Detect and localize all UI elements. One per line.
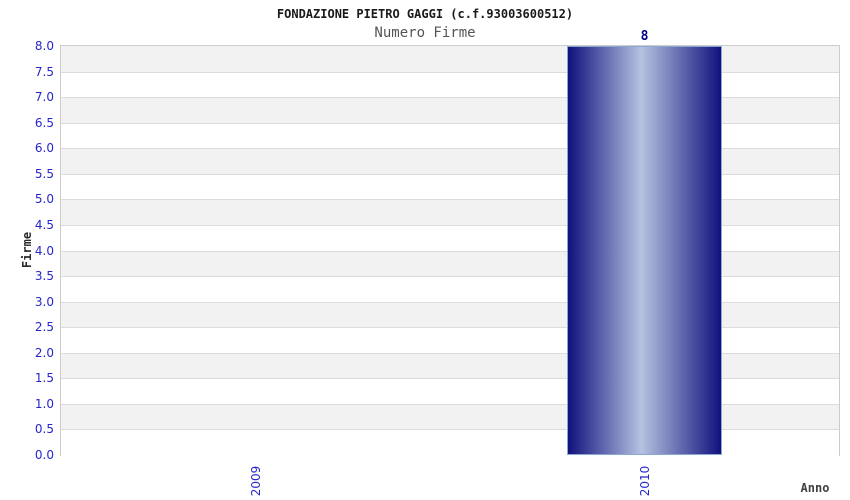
y-tick-label: 8.0 [34,39,54,53]
y-tick-label: 7.0 [34,90,54,105]
y-tick-label: 3.5 [34,269,54,284]
grid-band [61,199,839,226]
chart-subtitle: Numero Firme [374,25,476,41]
grid-band [61,173,839,200]
grid-band [61,224,839,251]
gridline [61,250,839,252]
grid-band [61,352,839,379]
grid-band [61,148,839,175]
x-tick-label-2009: 2009 [248,465,263,497]
chart-title: FONDAZIONE PIETRO GAGGI (c.f.93003600512… [276,7,574,21]
y-axis-title: Firme [20,231,34,269]
y-tick-label: 4.5 [34,217,54,232]
grid-band [61,71,839,98]
y-tick-label: 1.5 [34,371,54,386]
gridline [61,71,839,73]
grid-band [61,327,839,354]
grid-band [61,250,839,277]
y-tick-label: 2.0 [34,345,54,360]
gridline [61,403,839,405]
gridline [61,122,839,124]
y-tick-label: 1.0 [34,396,54,411]
plot-area [60,45,840,456]
x-tick-label-2010: 2010 [637,465,652,497]
grid-band [61,301,839,328]
gridline [61,148,839,150]
grid-band [61,97,839,124]
grid-band [61,378,839,405]
gridline [61,199,839,201]
gridline [61,378,839,380]
grid-band [61,276,839,303]
grid-band [61,429,839,456]
gridline [61,97,839,99]
gridline [61,173,839,175]
gridline [61,276,839,278]
y-tick-label: 5.5 [34,166,54,181]
y-tick-label: 6.0 [34,141,54,156]
gridline [61,301,839,303]
grid-band [61,46,839,73]
y-tick-label: 0.0 [34,448,54,462]
y-tick-label: 3.0 [34,294,54,309]
grid-band [61,403,839,430]
bar-value-label: 8 [640,29,649,44]
gridline [61,352,839,354]
gridline [61,224,839,226]
y-tick-label: 0.5 [34,422,54,437]
grid-band [61,122,839,149]
y-tick-label: 7.5 [34,64,54,79]
bar-2010 [566,46,723,455]
y-tick-label: 2.5 [34,320,54,335]
y-tick-label: 5.0 [34,192,54,207]
y-tick-label: 6.5 [34,115,54,130]
gridline [61,327,839,329]
gridline [61,429,839,431]
x-axis-title: Anno [800,481,830,495]
y-tick-label: 4.0 [34,243,54,258]
